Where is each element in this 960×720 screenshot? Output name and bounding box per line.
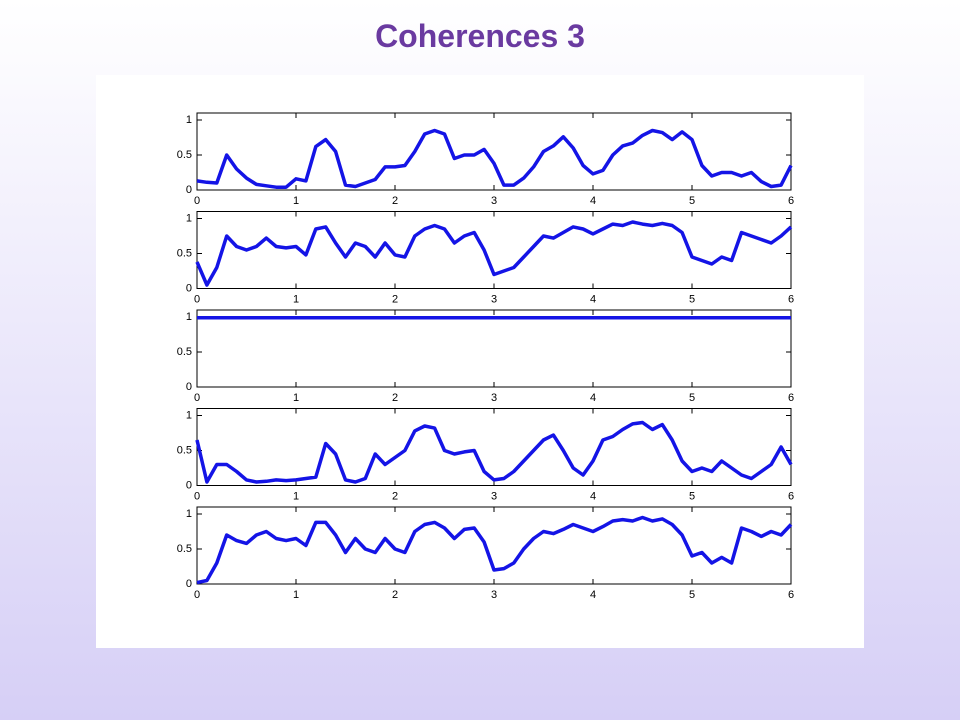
y-tick-label: 0	[186, 479, 192, 491]
x-tick-label: 6	[788, 195, 794, 207]
x-tick-label: 3	[491, 392, 497, 404]
x-tick-label: 2	[392, 293, 398, 305]
x-tick-label: 0	[194, 589, 200, 601]
x-tick-label: 3	[491, 490, 497, 502]
x-tick-label: 3	[491, 589, 497, 601]
x-tick-label: 5	[689, 589, 695, 601]
y-tick-label: 1	[186, 409, 192, 421]
y-tick-label: 0	[186, 381, 192, 393]
y-tick-label: 0.5	[177, 543, 192, 555]
x-tick-label: 6	[788, 293, 794, 305]
data-line	[195, 220, 793, 287]
axes-box	[196, 211, 792, 289]
axes-box	[196, 112, 792, 191]
x-tick-label: 5	[689, 195, 695, 207]
data-line	[195, 420, 793, 484]
x-tick-label: 5	[689, 490, 695, 502]
y-tick-label: 0.5	[177, 149, 192, 161]
data-line	[196, 128, 793, 189]
x-tick-label: 1	[293, 589, 299, 601]
x-tick-label: 1	[293, 392, 299, 404]
y-tick-label: 0	[186, 282, 192, 294]
x-tick-label: 0	[194, 195, 200, 207]
x-tick-label: 4	[590, 589, 596, 601]
x-tick-label: 5	[689, 392, 695, 404]
y-tick-label: 1	[186, 212, 192, 224]
axes-box	[196, 309, 792, 388]
y-tick-label: 0.5	[177, 444, 192, 456]
x-tick-label: 4	[590, 490, 596, 502]
x-tick-label: 0	[194, 490, 200, 502]
x-tick-label: 2	[392, 589, 398, 601]
y-tick-label: 1	[186, 508, 192, 520]
x-tick-label: 6	[788, 490, 794, 502]
x-tick-label: 2	[392, 392, 398, 404]
data-line	[196, 515, 793, 585]
x-tick-label: 4	[590, 293, 596, 305]
y-tick-label: 0.5	[177, 346, 192, 358]
slide-title: Coherences 3	[375, 18, 585, 54]
y-tick-label: 0	[186, 184, 192, 196]
y-tick-label: 0.5	[177, 247, 192, 259]
axes-box	[196, 408, 792, 486]
x-tick-label: 0	[194, 392, 200, 404]
x-tick-label: 4	[590, 392, 596, 404]
y-tick-label: 1	[186, 114, 192, 126]
x-tick-label: 1	[293, 195, 299, 207]
x-tick-label: 6	[788, 589, 794, 601]
x-tick-label: 1	[293, 490, 299, 502]
x-tick-label: 3	[491, 195, 497, 207]
x-tick-label: 2	[392, 195, 398, 207]
x-tick-label: 4	[590, 195, 596, 207]
x-tick-label: 6	[788, 392, 794, 404]
x-tick-label: 1	[293, 293, 299, 305]
axes-box	[196, 506, 792, 585]
x-tick-label: 0	[194, 293, 200, 305]
y-tick-label: 0	[186, 578, 192, 590]
y-tick-label: 1	[186, 311, 192, 323]
x-tick-label: 5	[689, 293, 695, 305]
x-tick-label: 2	[392, 490, 398, 502]
x-tick-label: 3	[491, 293, 497, 305]
